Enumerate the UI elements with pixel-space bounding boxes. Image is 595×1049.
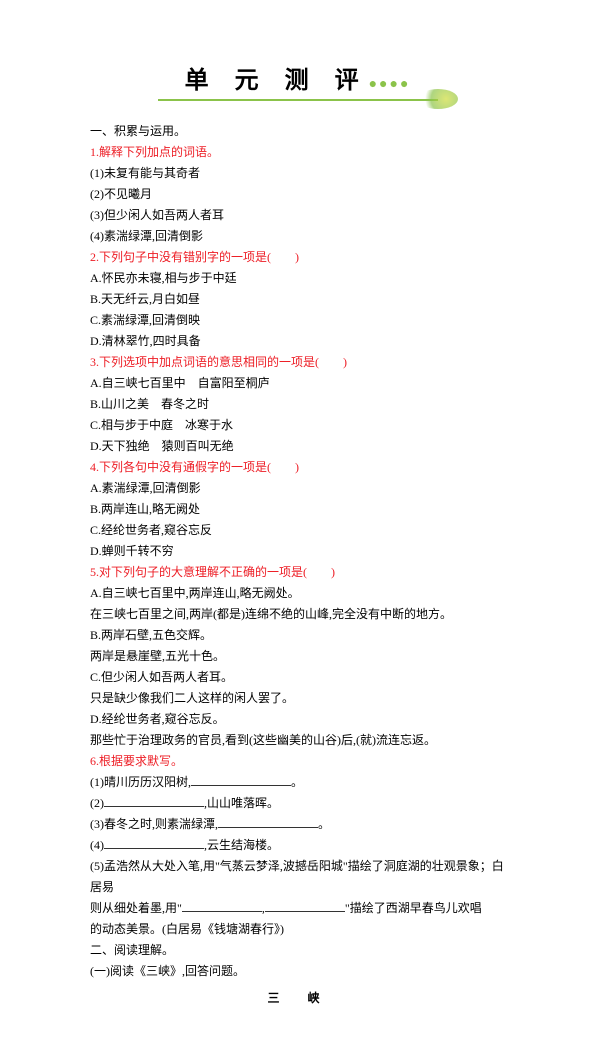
q4-option-d: D.蝉则千转不穷 [90,541,505,562]
q3-option-b: B.山川之美 春冬之时 [90,394,505,415]
page-container: 单 元 测 评●●●● 一、积累与运用。 1.解释下列加点的词语。 (1)未复有… [0,0,595,1049]
fill-blank[interactable] [191,774,291,786]
fill-blank[interactable] [104,837,204,849]
q1-item-1: (1)未复有能与其奇者 [90,163,505,184]
q4-option-a: A.素湍绿潭,回清倒影 [90,478,505,499]
q4-option-c: C.经纶世务者,窥谷忘反 [90,520,505,541]
fill-blank[interactable] [218,816,318,828]
q6-item-3: (3)春冬之时,则素湍绿潭, 。 [90,814,505,835]
q6-prompt: 6.根据要求默写。 [90,751,505,772]
q6-item-2: (2) ,山山唯落晖。 [90,793,505,814]
q2-prompt: 2.下列句子中没有错别字的一项是( ) [90,247,505,268]
q5-prompt: 5.对下列句子的大意理解不正确的一项是( ) [90,562,505,583]
q3-option-a: A.自三峡七百里中 自富阳至桐庐 [90,373,505,394]
title-block: 单 元 测 评●●●● [90,60,505,101]
fill-blank[interactable] [182,900,262,912]
q6-1-prefix: (1)晴川历历汉阳树, [90,775,191,789]
q5-option-d: D.经纶世务者,窥谷忘反。 [90,709,505,730]
q2-option-b: B.天无纤云,月白如昼 [90,289,505,310]
q1-prompt: 1.解释下列加点的词语。 [90,142,505,163]
q2-option-c: C.素湍绿潭,回清倒映 [90,310,505,331]
q5-option-a-expl: 在三峡七百里之间,两岸(都是)连绵不绝的山峰,完全没有中断的地方。 [90,604,505,625]
q3-option-c: C.相与步于中庭 冰寒于水 [90,415,505,436]
q5-option-b-expl: 两岸是悬崖壁,五光十色。 [90,646,505,667]
q6-3-suffix: 。 [318,817,330,831]
q1-item-3: (3)但少闲人如吾两人者耳 [90,205,505,226]
q5-option-a: A.自三峡七百里中,两岸连山,略无阙处。 [90,583,505,604]
q6-5-b: 则从细处着墨,用" [90,901,182,915]
q1-item-4: (4)素湍绿潭,回清倒影 [90,226,505,247]
q6-5-a: (5)孟浩然从大处入笔,用"气蒸云梦泽,波撼岳阳城"描绘了洞庭湖的壮观景象；白居… [90,859,504,894]
q6-2-prefix: (2) [90,796,104,810]
q6-5-d: "描绘了西湖早春鸟儿欢唱 [345,901,482,915]
q3-prompt: 3.下列选项中加点词语的意思相同的一项是( ) [90,352,505,373]
q5-option-c: C.但少闲人如吾两人者耳。 [90,667,505,688]
q5-option-d-expl: 那些忙于治理政务的官员,看到(这些幽美的山谷)后,(就)流连忘返。 [90,730,505,751]
title-dots-icon: ●●●● [369,77,411,92]
q6-4-prefix: (4) [90,838,104,852]
q2-option-d: D.清林翠竹,四时具备 [90,331,505,352]
q3-option-d: D.天下独绝 猿则百叫无绝 [90,436,505,457]
title-underline [158,99,438,101]
section1-header: 一、积累与运用。 [90,121,505,142]
q6-item-5-line3: 的动态美景。(白居易《钱塘湖春行》) [90,919,505,940]
section2-sub1: (一)阅读《三峡》,回答问题。 [90,961,505,982]
section2-header: 二、阅读理解。 [90,940,505,961]
page-title: 单 元 测 评 [185,60,369,95]
q6-item-1: (1)晴川历历汉阳树, 。 [90,772,505,793]
reading-title: 三 峡 [90,988,505,1009]
q6-1-suffix: 。 [291,775,303,789]
q6-item-5-line1: (5)孟浩然从大处入笔,用"气蒸云梦泽,波撼岳阳城"描绘了洞庭湖的壮观景象；白居… [90,856,505,898]
q6-2-mid: ,山山唯落晖。 [204,796,279,810]
q1-item-2: (2)不见曦月 [90,184,505,205]
fill-blank[interactable] [104,795,204,807]
q5-option-b: B.两岸石壁,五色交辉。 [90,625,505,646]
q6-3-prefix: (3)春冬之时,则素湍绿潭, [90,817,218,831]
fill-blank[interactable] [265,900,345,912]
q5-option-c-expl: 只是缺少像我们二人这样的闲人罢了。 [90,688,505,709]
q2-option-a: A.怀民亦未寝,相与步于中廷 [90,268,505,289]
q4-prompt: 4.下列各句中没有通假字的一项是( ) [90,457,505,478]
q6-item-5-line2: 则从细处着墨,用","描绘了西湖早春鸟儿欢唱 [90,898,505,919]
q6-item-4: (4) ,云生结海楼。 [90,835,505,856]
q6-4-mid: ,云生结海楼。 [204,838,279,852]
q4-option-b: B.两岸连山,略无阙处 [90,499,505,520]
